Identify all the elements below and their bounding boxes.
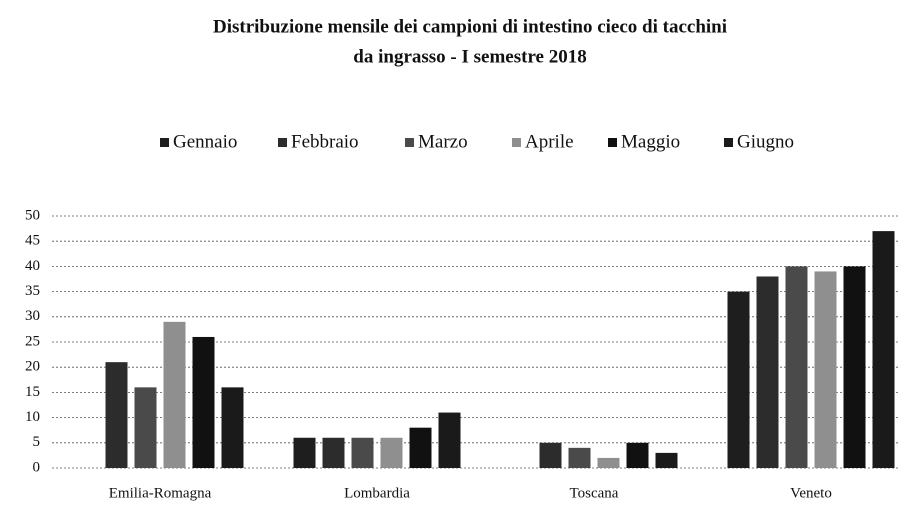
x-tick-label: Lombardia (344, 485, 410, 501)
bar (163, 321, 186, 468)
bar (438, 412, 461, 468)
bar (409, 427, 432, 468)
x-tick-label: Toscana (570, 485, 619, 501)
y-tick-label: 0 (33, 459, 41, 475)
bar (814, 271, 837, 468)
bar (351, 437, 374, 468)
y-tick-label: 30 (25, 308, 40, 324)
y-tick-label: 10 (25, 409, 40, 425)
bar (134, 387, 157, 468)
chart-title: Distribuzione mensile dei campioni di in… (213, 16, 727, 37)
bar (626, 442, 649, 468)
legend-label: Aprile (525, 131, 574, 152)
legend-swatch (608, 138, 617, 147)
legend-label: Gennaio (173, 131, 237, 152)
legend-swatch (405, 138, 414, 147)
legend-label: Giugno (737, 131, 794, 152)
bar (756, 276, 779, 468)
bar (539, 442, 562, 468)
y-tick-label: 40 (25, 258, 40, 274)
bar (843, 266, 866, 468)
y-tick-label: 20 (25, 359, 40, 375)
legend-swatch (724, 138, 733, 147)
bar (192, 336, 215, 468)
y-tick-label: 15 (25, 384, 40, 400)
legend-label: Febbraio (291, 131, 359, 152)
chart-title: da ingrasso - I semestre 2018 (353, 46, 586, 67)
bar (221, 387, 244, 468)
bar (785, 266, 808, 468)
legend-label: Marzo (418, 131, 468, 152)
bar (105, 362, 128, 468)
y-tick-label: 35 (25, 283, 40, 299)
legend-swatch (278, 138, 287, 147)
bar (380, 437, 403, 468)
legend-swatch (512, 138, 521, 147)
x-tick-label: Veneto (790, 485, 832, 501)
y-tick-label: 45 (25, 233, 40, 249)
y-tick-label: 5 (33, 434, 41, 450)
bar (597, 457, 620, 468)
y-tick-label: 50 (25, 207, 40, 223)
bar (293, 437, 316, 468)
legend-swatch (160, 138, 169, 147)
bar (322, 437, 345, 468)
legend-label: Maggio (621, 131, 680, 152)
bar (655, 452, 678, 468)
bar (568, 447, 591, 468)
x-tick-label: Emilia-Romagna (109, 485, 212, 501)
bar (872, 231, 895, 468)
bar (727, 291, 750, 468)
y-tick-label: 25 (25, 333, 40, 349)
